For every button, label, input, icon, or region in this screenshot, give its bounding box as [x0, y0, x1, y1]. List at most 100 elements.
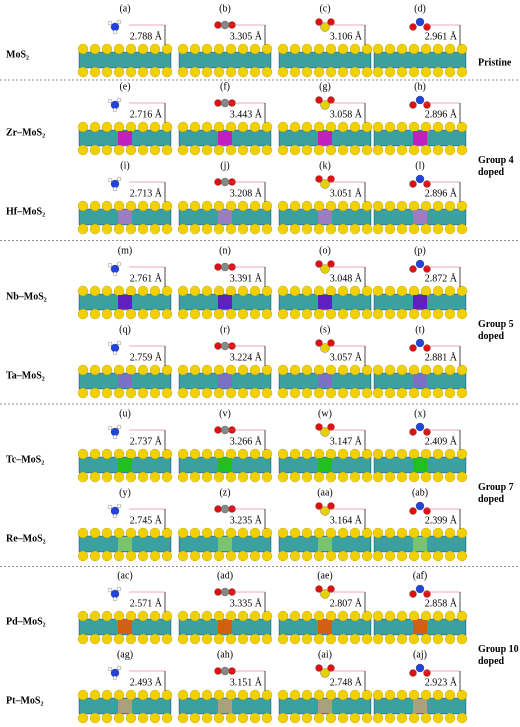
sulfur — [349, 689, 361, 701]
panel-letter: (p) — [414, 245, 426, 256]
sulfur — [313, 633, 325, 645]
panel — [77, 97, 173, 156]
sulfur — [277, 285, 289, 297]
sulfur — [432, 121, 444, 133]
sulfur — [337, 144, 349, 156]
sulfur — [137, 527, 149, 539]
sulfur — [301, 633, 313, 645]
panel — [372, 584, 468, 645]
sulfur — [384, 285, 396, 297]
sulfur — [237, 610, 249, 622]
sulfur — [89, 66, 101, 78]
sulfur — [313, 550, 325, 562]
panel-letter: (y) — [119, 487, 131, 498]
atom — [320, 506, 330, 516]
sulfur — [349, 610, 361, 622]
atom — [327, 18, 335, 26]
atom — [112, 186, 118, 192]
sulfur — [113, 712, 125, 724]
sulfur — [301, 712, 313, 724]
sulfur — [261, 200, 273, 212]
sulfur — [113, 471, 125, 483]
sulfur — [125, 550, 137, 562]
panel — [277, 175, 373, 235]
sulfur — [349, 387, 361, 399]
sulfur — [161, 121, 173, 133]
sulfur — [149, 610, 161, 622]
sulfur — [361, 66, 373, 78]
sulfur — [161, 144, 173, 156]
atom — [220, 98, 230, 108]
sulfur — [432, 527, 444, 539]
group-label: doped — [478, 656, 505, 667]
sulfur — [408, 387, 420, 399]
sulfur — [325, 223, 337, 235]
sulfur — [277, 121, 289, 133]
atom — [423, 428, 431, 436]
sulfur — [444, 712, 456, 724]
sulfur — [249, 121, 261, 133]
sulfur — [384, 633, 396, 645]
sulfur — [137, 712, 149, 724]
atom — [110, 589, 120, 599]
sulfur — [137, 66, 149, 78]
sulfur — [456, 387, 468, 399]
atom — [415, 501, 425, 511]
panel-letter: (i) — [120, 160, 129, 171]
sulfur — [137, 308, 149, 320]
dopant — [118, 620, 132, 634]
sulfur — [137, 121, 149, 133]
sulfur — [396, 448, 408, 460]
panel — [372, 174, 468, 235]
sulfur — [372, 550, 384, 562]
atom — [415, 174, 425, 184]
sulfur — [225, 712, 237, 724]
sulfur — [325, 550, 337, 562]
distance: 3.443 Å — [230, 108, 263, 120]
sulfur — [249, 527, 261, 539]
distance: 3.058 Å — [330, 108, 363, 120]
distance: 2.399 Å — [425, 514, 458, 526]
sulfur — [396, 223, 408, 235]
sulfur — [213, 527, 225, 539]
sulfur — [337, 550, 349, 562]
sulfur — [113, 285, 125, 297]
sulfur — [444, 144, 456, 156]
sulfur — [249, 689, 261, 701]
sulfur — [77, 471, 89, 483]
sulfur — [301, 387, 313, 399]
sulfur — [213, 387, 225, 399]
atom — [320, 264, 330, 274]
sulfur — [408, 285, 420, 297]
distance: 3.164 Å — [330, 514, 363, 526]
sulfur — [201, 144, 213, 156]
sulfur — [101, 471, 113, 483]
panel — [177, 341, 273, 399]
sulfur — [149, 387, 161, 399]
distance: 2.745 Å — [130, 514, 163, 526]
group-label: Group 7 — [478, 482, 514, 493]
sulfur — [113, 689, 125, 701]
sulfur — [261, 364, 273, 376]
sulfur — [301, 610, 313, 622]
row-label: Zr–MoS₂ — [6, 127, 45, 138]
panel — [77, 586, 173, 645]
sulfur — [456, 144, 468, 156]
panel-letter: (e) — [119, 81, 130, 92]
row-label: Hf–MoS₂ — [6, 206, 45, 217]
sulfur — [77, 121, 89, 133]
sulfur — [456, 610, 468, 622]
sulfur — [420, 712, 432, 724]
atom — [409, 180, 417, 188]
sulfur — [444, 66, 456, 78]
sulfur — [77, 364, 89, 376]
sulfur — [301, 43, 313, 55]
sulfur — [432, 223, 444, 235]
sulfur — [161, 387, 173, 399]
sulfur — [225, 610, 237, 622]
sulfur — [420, 200, 432, 212]
atom — [112, 513, 118, 519]
sulfur — [261, 387, 273, 399]
sulfur — [237, 448, 249, 460]
distance: 3.335 Å — [230, 597, 263, 609]
